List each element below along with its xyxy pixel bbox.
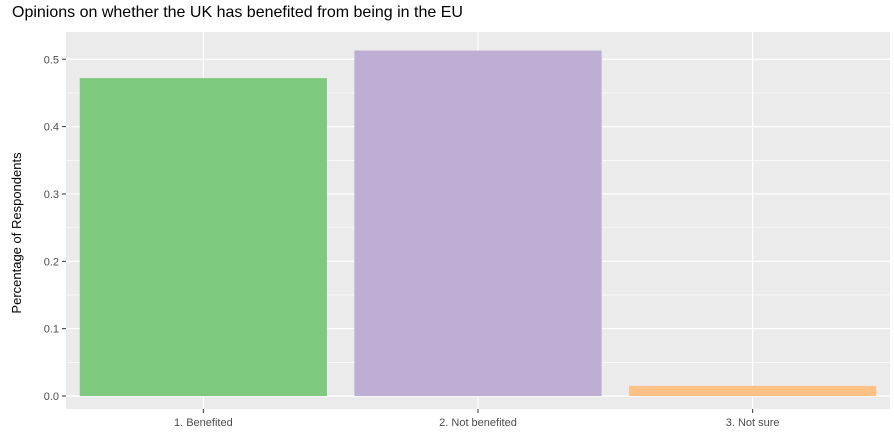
x-tick-label: 3. Not sure — [726, 417, 780, 429]
y-tick-label: 0.3 — [44, 189, 59, 201]
x-axis-ticks: 1. Benefited 2. Not benefited 3. Not sure — [174, 409, 780, 429]
bar-3 — [629, 385, 877, 396]
bar-2 — [354, 50, 602, 396]
bars — [79, 50, 877, 396]
y-tick-label: 0.5 — [44, 54, 59, 66]
bar-1 — [79, 78, 327, 396]
x-tick-label: 1. Benefited — [174, 417, 233, 429]
y-tick-label: 0.1 — [44, 324, 59, 336]
y-tick-label: 0.2 — [44, 256, 59, 268]
y-axis-label: Percentage of Respondents — [9, 152, 24, 314]
x-tick-label: 2. Not benefited — [439, 417, 517, 429]
y-tick-label: 0.4 — [44, 122, 59, 134]
chart-title: Opinions on whether the UK has benefited… — [12, 4, 463, 21]
y-axis-ticks: 0.0 0.1 0.2 0.3 0.4 0.5 — [44, 54, 66, 403]
y-tick-label: 0.0 — [44, 391, 59, 403]
